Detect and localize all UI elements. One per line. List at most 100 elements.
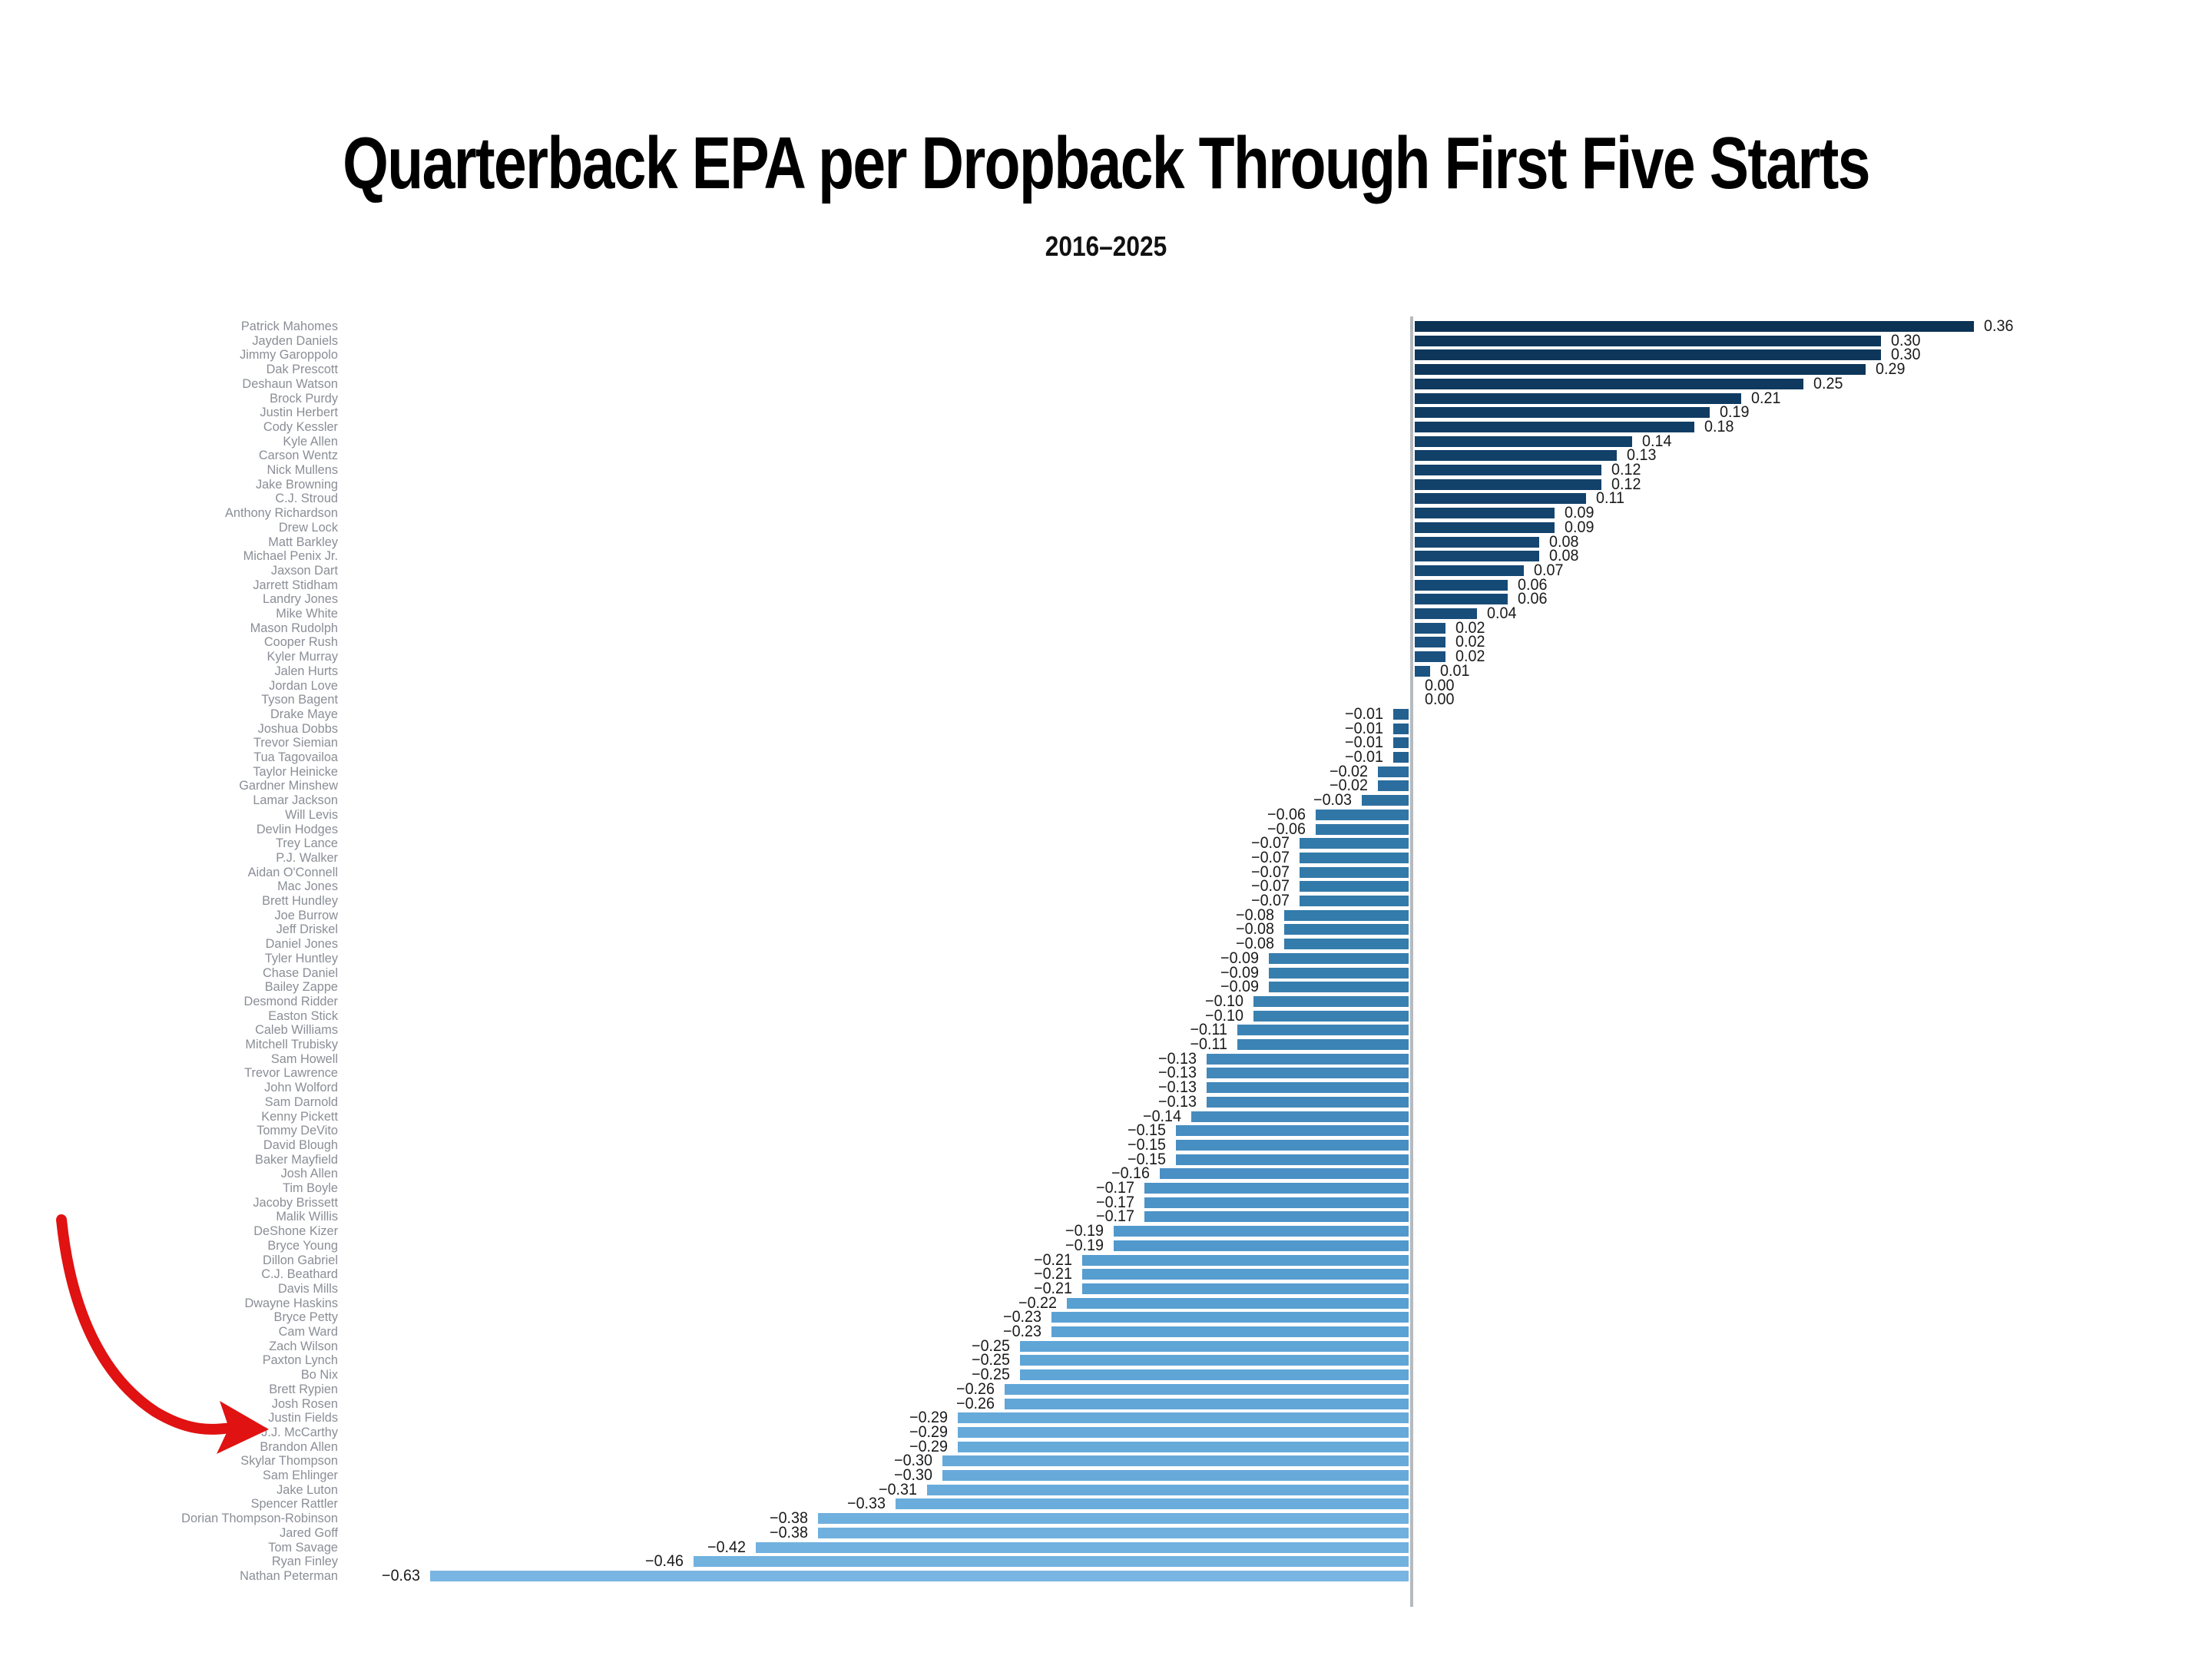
value-label: −0.07 (1251, 834, 1290, 853)
epa-bar (1415, 579, 1508, 591)
qb-name-label: Malik Willis (276, 1209, 338, 1224)
epa-bar (1300, 881, 1409, 892)
epa-bar (1253, 1010, 1409, 1022)
value-label: 0.12 (1611, 475, 1641, 493)
qb-name-label: Tyler Huntley (264, 950, 338, 965)
epa-bar (1415, 465, 1601, 475)
value-label: −0.03 (1313, 791, 1352, 810)
qb-name-label: Skylar Thompson (240, 1453, 338, 1469)
value-label: −0.31 (879, 1480, 917, 1498)
epa-bar (1300, 896, 1409, 906)
qb-name-label: Brett Rypien (269, 1381, 338, 1396)
epa-bar (694, 1556, 1409, 1568)
qb-name-label: Jaxson Dart (270, 562, 338, 578)
epa-bar (1300, 866, 1409, 878)
value-label: 0.00 (1425, 676, 1455, 694)
epa-bar (1176, 1125, 1409, 1137)
value-label: 0.30 (1891, 346, 1921, 364)
epa-bar (1114, 1240, 1409, 1251)
epa-bar (1114, 1226, 1409, 1237)
epa-bar (1005, 1383, 1409, 1395)
value-label: 0.08 (1549, 547, 1579, 565)
epa-bar (1415, 637, 1445, 648)
qb-name-label: Landry Jones (263, 591, 338, 607)
value-label: −0.19 (1065, 1222, 1104, 1240)
qb-name-label: Jarrett Stidham (253, 577, 338, 592)
value-label: −0.07 (1251, 877, 1290, 896)
qb-name-label: David Blough (263, 1137, 338, 1152)
qb-name-label: Gardner Minshew (239, 778, 338, 793)
epa-bar (1020, 1340, 1409, 1352)
epa-bar (1393, 737, 1409, 749)
epa-bar (1269, 967, 1409, 979)
qb-name-label: Mac Jones (277, 879, 338, 894)
epa-bar (1415, 594, 1508, 605)
qb-name-label: Tim Boyle (283, 1181, 338, 1195)
value-label: −0.17 (1096, 1207, 1134, 1226)
qb-name-label: Tom Savage (268, 1539, 338, 1555)
epa-bar (1253, 995, 1409, 1007)
value-label: 0.13 (1627, 446, 1657, 465)
value-label: −0.23 (1003, 1323, 1041, 1340)
value-label: 0.36 (1984, 317, 2014, 335)
value-label: −0.16 (1111, 1164, 1150, 1183)
qb-name-label: Jacoby Brissett (253, 1194, 338, 1210)
qb-name-label: Nathan Peterman (240, 1568, 338, 1583)
value-label: −0.15 (1128, 1135, 1166, 1154)
epa-bar (1237, 1039, 1409, 1050)
epa-bar (1362, 795, 1409, 806)
epa-bar (1067, 1297, 1409, 1309)
epa-bar (1082, 1283, 1409, 1294)
epa-bar (1051, 1312, 1409, 1323)
value-label: −0.26 (956, 1394, 995, 1412)
epa-bar (1415, 622, 1445, 634)
value-label: 0.12 (1611, 461, 1641, 478)
value-label: −0.17 (1096, 1193, 1134, 1211)
qb-name-label: Josh Rosen (271, 1396, 338, 1411)
epa-bar (958, 1441, 1409, 1452)
epa-bar (1284, 924, 1409, 935)
qb-name-label: Patrick Mahomes (240, 319, 338, 333)
value-label: −0.09 (1220, 978, 1259, 996)
value-label: −0.15 (1128, 1150, 1166, 1168)
value-label: −0.11 (1190, 1035, 1227, 1053)
epa-bar (1269, 982, 1409, 993)
epa-bar (1207, 1082, 1409, 1094)
value-label: 0.07 (1534, 561, 1564, 579)
value-label: 0.01 (1440, 661, 1470, 680)
value-label: −0.02 (1330, 777, 1368, 795)
qb-name-label: Sam Howell (270, 1051, 338, 1066)
epa-bar (1415, 435, 1632, 447)
value-label: −0.38 (770, 1523, 808, 1541)
qb-name-label: Drew Lock (278, 519, 338, 535)
qb-name-label: Taylor Heinicke (253, 763, 338, 779)
epa-bar (1415, 407, 1710, 419)
epa-bar (1415, 651, 1445, 663)
value-label: −0.08 (1236, 920, 1274, 939)
value-label: 0.21 (1751, 389, 1781, 407)
epa-bar (818, 1513, 1409, 1525)
epa-bar (1176, 1154, 1409, 1165)
value-label: −0.22 (1018, 1293, 1057, 1312)
qb-name-label: Nick Mullens (267, 462, 338, 477)
value-label: −0.25 (972, 1351, 1010, 1369)
qb-name-label: C.J. Beathard (261, 1267, 338, 1282)
qb-name-label: Spencer Rattler (250, 1496, 338, 1512)
qb-name-label: Tua Tagovailoa (253, 750, 338, 764)
value-label: −0.09 (1220, 963, 1259, 982)
value-label: −0.07 (1251, 863, 1290, 881)
qb-name-label: Tyson Bagent (261, 692, 338, 707)
epa-bar (1300, 852, 1409, 863)
qb-name-label: Jake Luton (276, 1482, 338, 1497)
qb-name-label: Trevor Lawrence (244, 1065, 338, 1081)
epa-bar (942, 1470, 1409, 1481)
value-label: −0.29 (909, 1422, 948, 1441)
epa-bar (1144, 1197, 1409, 1208)
value-label: −0.33 (847, 1495, 886, 1513)
qb-name-label: Bryce Petty (273, 1310, 338, 1325)
epa-bar (1300, 838, 1409, 849)
value-label: −0.21 (1034, 1265, 1072, 1283)
value-label: −0.21 (1034, 1250, 1072, 1269)
epa-bar (1207, 1068, 1409, 1079)
qb-name-label: Baker Mayfield (255, 1151, 338, 1167)
